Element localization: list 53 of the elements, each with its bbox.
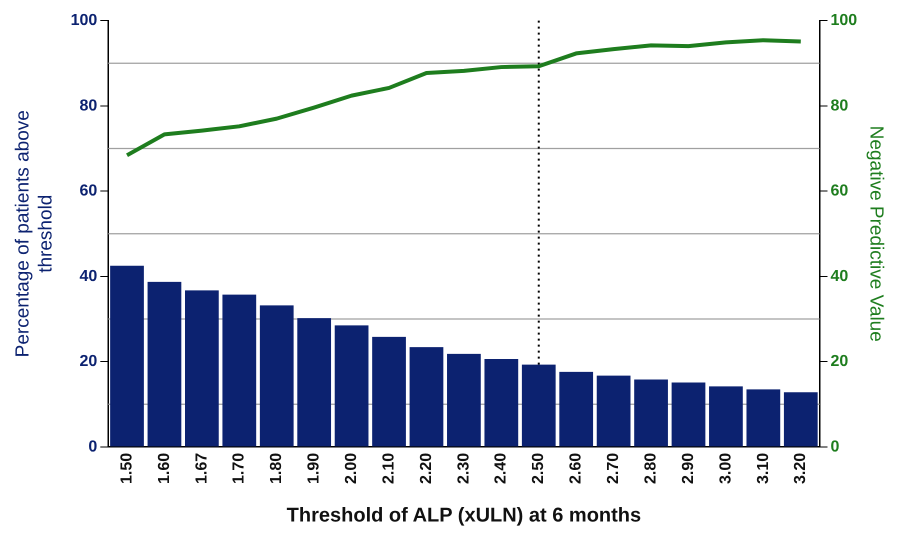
- bar: [148, 282, 182, 446]
- x-tick-label: 2.30: [455, 452, 472, 484]
- y-tick-label: 0: [88, 438, 98, 456]
- x-tick-label: 2.70: [605, 452, 622, 484]
- y-axis-title: Percentage of patients above threshold: [12, 110, 56, 358]
- y-tick-label: 80: [80, 97, 98, 114]
- x-tick-label: 1.90: [306, 452, 323, 484]
- x-tick-label: 2.60: [568, 452, 585, 484]
- bar: [634, 380, 668, 446]
- bar: [185, 290, 219, 446]
- x-tick-label: 3.00: [717, 452, 734, 484]
- x-tick-label: 2.90: [680, 452, 697, 484]
- y-tick-label: 60: [80, 182, 98, 200]
- y-tick-label: 40: [80, 268, 98, 285]
- bar: [110, 266, 144, 446]
- x-tick-label: 2.20: [418, 452, 435, 484]
- y2-tick-label: 100: [830, 12, 858, 30]
- x-tick-label: 3.10: [754, 452, 772, 484]
- y2-axis-title: Negative Predictive Value: [865, 126, 886, 342]
- y-tick-label: 100: [70, 12, 98, 30]
- x-tick-label: 1.70: [230, 452, 248, 484]
- bar: [297, 318, 332, 446]
- bar: [410, 347, 444, 446]
- x-axis-title: Threshold of ALP (xULN) at 6 months: [286, 504, 642, 527]
- y2-tick-label: 80: [830, 97, 848, 114]
- y2-tick-label: 0: [830, 438, 840, 456]
- bar: [784, 392, 818, 446]
- x-tick-label: 1.80: [268, 452, 286, 484]
- bar: [447, 354, 481, 446]
- bar: [596, 376, 631, 446]
- y2-tick-label: 20: [830, 353, 848, 370]
- bar: [222, 294, 256, 446]
- y2-tick-label: 40: [830, 268, 848, 285]
- bar: [746, 389, 780, 446]
- bar: [334, 325, 368, 446]
- x-tick-label: 2.50: [530, 452, 548, 484]
- bar: [709, 386, 743, 446]
- bar: [522, 364, 556, 446]
- bar: [372, 336, 406, 446]
- x-tick-label: 2.10: [380, 452, 398, 484]
- bar: [559, 372, 594, 446]
- x-tick-label: 1.50: [118, 452, 136, 484]
- x-tick-label: 2.00: [343, 452, 360, 484]
- x-tick-label: 2.40: [492, 452, 510, 484]
- x-tick-label: 3.20: [792, 452, 810, 484]
- bar: [672, 382, 706, 446]
- x-tick-label: 1.67: [193, 452, 210, 484]
- bar: [260, 305, 294, 446]
- y-tick-label: 20: [80, 353, 98, 370]
- bar: [484, 359, 518, 446]
- x-tick-label: 2.80: [642, 452, 660, 484]
- x-tick-label: 1.60: [156, 452, 173, 484]
- y2-tick-label: 60: [830, 182, 848, 200]
